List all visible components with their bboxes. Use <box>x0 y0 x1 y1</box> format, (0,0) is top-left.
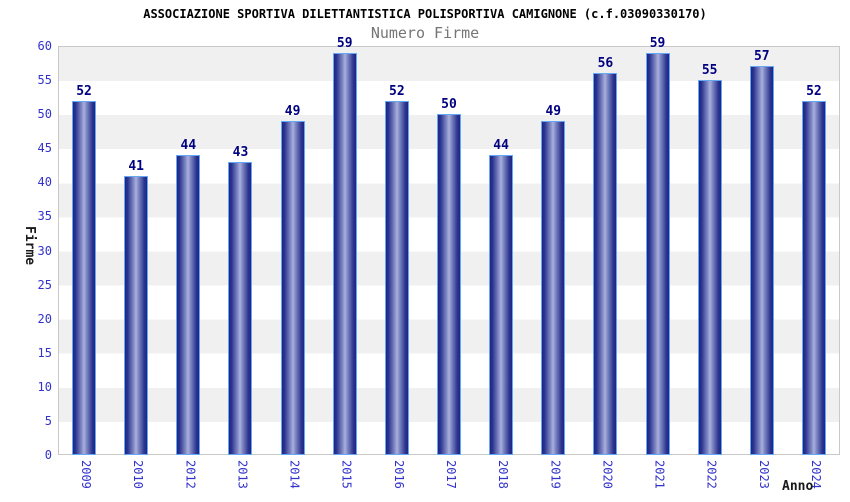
y-tick-label: 0 <box>44 448 52 462</box>
x-axis-title: Anno <box>782 479 814 494</box>
bar-value-label: 52 <box>806 83 822 99</box>
bar-value-label: 49 <box>284 103 301 119</box>
chart-subtitle: Numero Firme <box>370 24 480 42</box>
bar-value-label: 57 <box>753 49 770 65</box>
bar-value-label: 44 <box>180 138 197 154</box>
x-tick-label-2017: 2017 <box>444 460 458 489</box>
y-tick-label: 10 <box>37 379 52 394</box>
x-tick-label-2024: 2024 <box>808 460 823 489</box>
bar-2019 <box>541 120 566 455</box>
x-tick-label-2018: 2018 <box>496 460 511 489</box>
x-tick-label-2016: 2016 <box>391 460 406 489</box>
x-tick-label-2019: 2019 <box>548 460 563 489</box>
y-tick-label: 45 <box>37 141 52 156</box>
bar-2009 <box>72 100 97 455</box>
x-tick-label-2021: 2021 <box>652 460 667 489</box>
bar-value-label: 56 <box>597 56 614 72</box>
bar-2021 <box>645 52 670 455</box>
y-tick-label: 20 <box>37 311 52 326</box>
y-tick-label: 40 <box>37 175 52 190</box>
x-tick-label-2009: 2009 <box>79 460 94 489</box>
y-axis-title: Firme <box>22 226 37 266</box>
x-tick-label-2012: 2012 <box>183 460 198 489</box>
bar-value-label: 55 <box>701 63 718 79</box>
bar-2017 <box>437 114 461 455</box>
bar-value-label: 50 <box>441 97 457 113</box>
bar-2013 <box>228 161 253 455</box>
bar-value-label: 52 <box>76 83 92 99</box>
x-tick-label-2020: 2020 <box>600 460 615 489</box>
bar-value-label: 41 <box>128 158 145 174</box>
x-tick-label-2013: 2013 <box>235 460 250 489</box>
bar-2012 <box>176 155 201 455</box>
bar-2024 <box>801 100 826 455</box>
x-tick-label-2015: 2015 <box>339 460 354 489</box>
x-tick-label-2014: 2014 <box>287 460 302 489</box>
y-tick-label: 5 <box>44 413 52 428</box>
y-tick-label: 15 <box>37 345 52 360</box>
bar-2022 <box>697 80 722 455</box>
bar-value-label: 59 <box>336 35 353 51</box>
x-tick-label-2023: 2023 <box>756 460 771 489</box>
bar-value-label: 49 <box>545 103 562 119</box>
y-tick-label: 50 <box>37 107 52 122</box>
y-tick-label: 35 <box>37 209 52 224</box>
bar-value-label: 43 <box>232 144 249 160</box>
bar-2015 <box>332 52 357 455</box>
y-tick-label: 60 <box>37 39 52 53</box>
bar-2014 <box>280 120 305 455</box>
bar-2010 <box>124 175 149 455</box>
y-tick-label: 55 <box>37 73 52 88</box>
bar-2023 <box>749 66 774 455</box>
bar-2016 <box>384 100 409 455</box>
bar-value-label: 52 <box>389 83 405 99</box>
bar-2018 <box>489 155 514 455</box>
bar-value-label: 44 <box>493 138 509 154</box>
y-tick-label: 30 <box>37 243 52 258</box>
bar-value-label: 59 <box>649 35 666 51</box>
x-tick-label-2022: 2022 <box>704 460 719 489</box>
chart-title: ASSOCIAZIONE SPORTIVA DILETTANTISTICA PO… <box>143 7 707 21</box>
bar-2020 <box>593 73 618 455</box>
y-tick-label: 25 <box>37 277 52 292</box>
x-tick-label-2010: 2010 <box>131 460 146 489</box>
